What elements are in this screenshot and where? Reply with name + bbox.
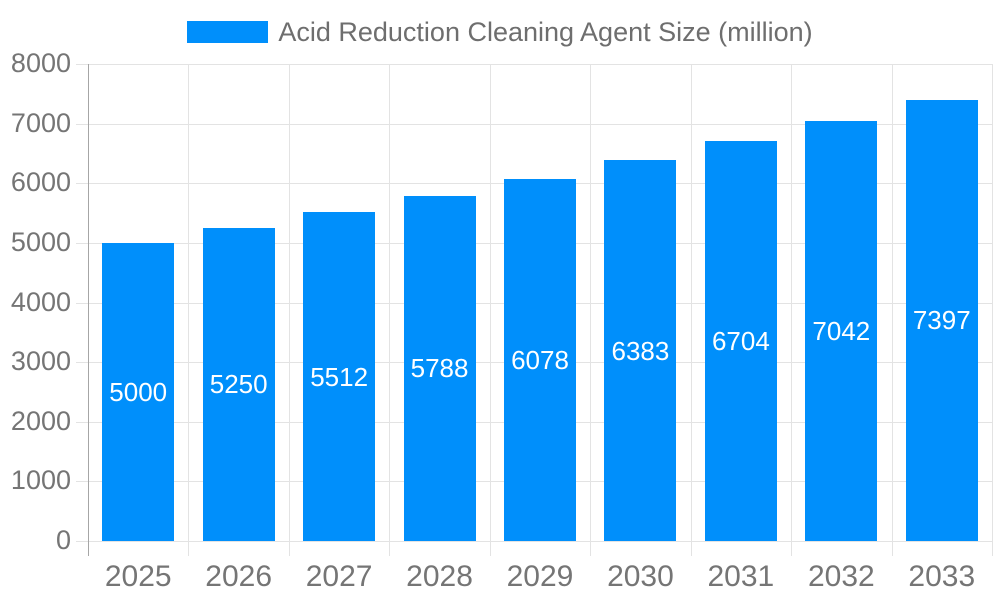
y-axis-tick-label: 1000 <box>10 465 71 496</box>
y-gridline <box>76 123 992 125</box>
x-axis-tick-label-2030: 2030 <box>607 560 674 593</box>
y-axis-tick-label: 3000 <box>10 346 71 377</box>
x-axis-tick-label-2033: 2033 <box>908 560 976 593</box>
bar-value-label: 5512 <box>310 361 369 392</box>
y-gridline <box>76 541 992 542</box>
bar-value-label: 7397 <box>912 305 971 336</box>
bar-2028[interactable]: 5788 <box>403 195 476 541</box>
y-axis-line <box>88 64 89 556</box>
x-gridline <box>389 64 391 556</box>
y-axis-tick-label: 4000 <box>10 286 71 317</box>
x-gridline <box>992 64 993 556</box>
bar-2033[interactable]: 7397 <box>905 99 978 541</box>
bar-value-label: 6704 <box>711 326 770 357</box>
bar-2032[interactable]: 7042 <box>805 121 878 541</box>
y-axis-tick-label: 8000 <box>10 48 71 78</box>
x-axis-tick-label-2032: 2032 <box>807 560 875 593</box>
x-axis-tick-label-2029: 2029 <box>506 560 574 593</box>
x-gridline <box>288 64 290 556</box>
y-axis-tick-label: 2000 <box>10 405 71 436</box>
bar-2026[interactable]: 5250 <box>202 227 275 541</box>
bar-2027[interactable]: 5512 <box>303 212 376 541</box>
x-axis-tick-label-2025: 2025 <box>104 560 172 593</box>
y-axis-tick-label: 0 <box>55 525 71 555</box>
y-axis-tick-label: 7000 <box>10 107 71 138</box>
x-gridline <box>891 64 893 556</box>
x-axis-tick-label-2028: 2028 <box>406 560 473 593</box>
x-axis-tick-label-2027: 2027 <box>305 560 373 593</box>
bar-2025[interactable]: 5000 <box>102 242 175 541</box>
x-gridline <box>590 64 592 556</box>
bar-2029[interactable]: 6078 <box>504 178 576 541</box>
x-gridline <box>188 64 190 556</box>
bar-value-label: 6383 <box>611 335 670 366</box>
y-axis-tick-label: 6000 <box>10 167 71 198</box>
legend-swatch-icon <box>187 21 269 43</box>
x-gridline <box>690 64 692 556</box>
bar-value-label: 5000 <box>109 376 168 407</box>
chart-legend[interactable]: Acid Reduction Cleaning Agent Size (mill… <box>0 17 1000 47</box>
x-axis-tick-label-2026: 2026 <box>205 560 273 593</box>
y-gridline <box>76 64 992 65</box>
bar-2030[interactable]: 6383 <box>604 160 677 541</box>
bar-2031[interactable]: 6704 <box>704 141 777 541</box>
bar-value-label: 6078 <box>511 344 569 375</box>
y-axis-tick-label: 5000 <box>10 226 71 257</box>
x-gridline <box>791 64 793 556</box>
bar-value-label: 5788 <box>410 353 469 384</box>
x-gridline <box>489 64 491 556</box>
legend-label: Acid Reduction Cleaning Agent Size (mill… <box>278 17 813 47</box>
bar-value-label: 7042 <box>812 316 871 347</box>
bar-value-label: 5250 <box>209 369 268 400</box>
x-axis-tick-label-2031: 2031 <box>707 560 775 593</box>
